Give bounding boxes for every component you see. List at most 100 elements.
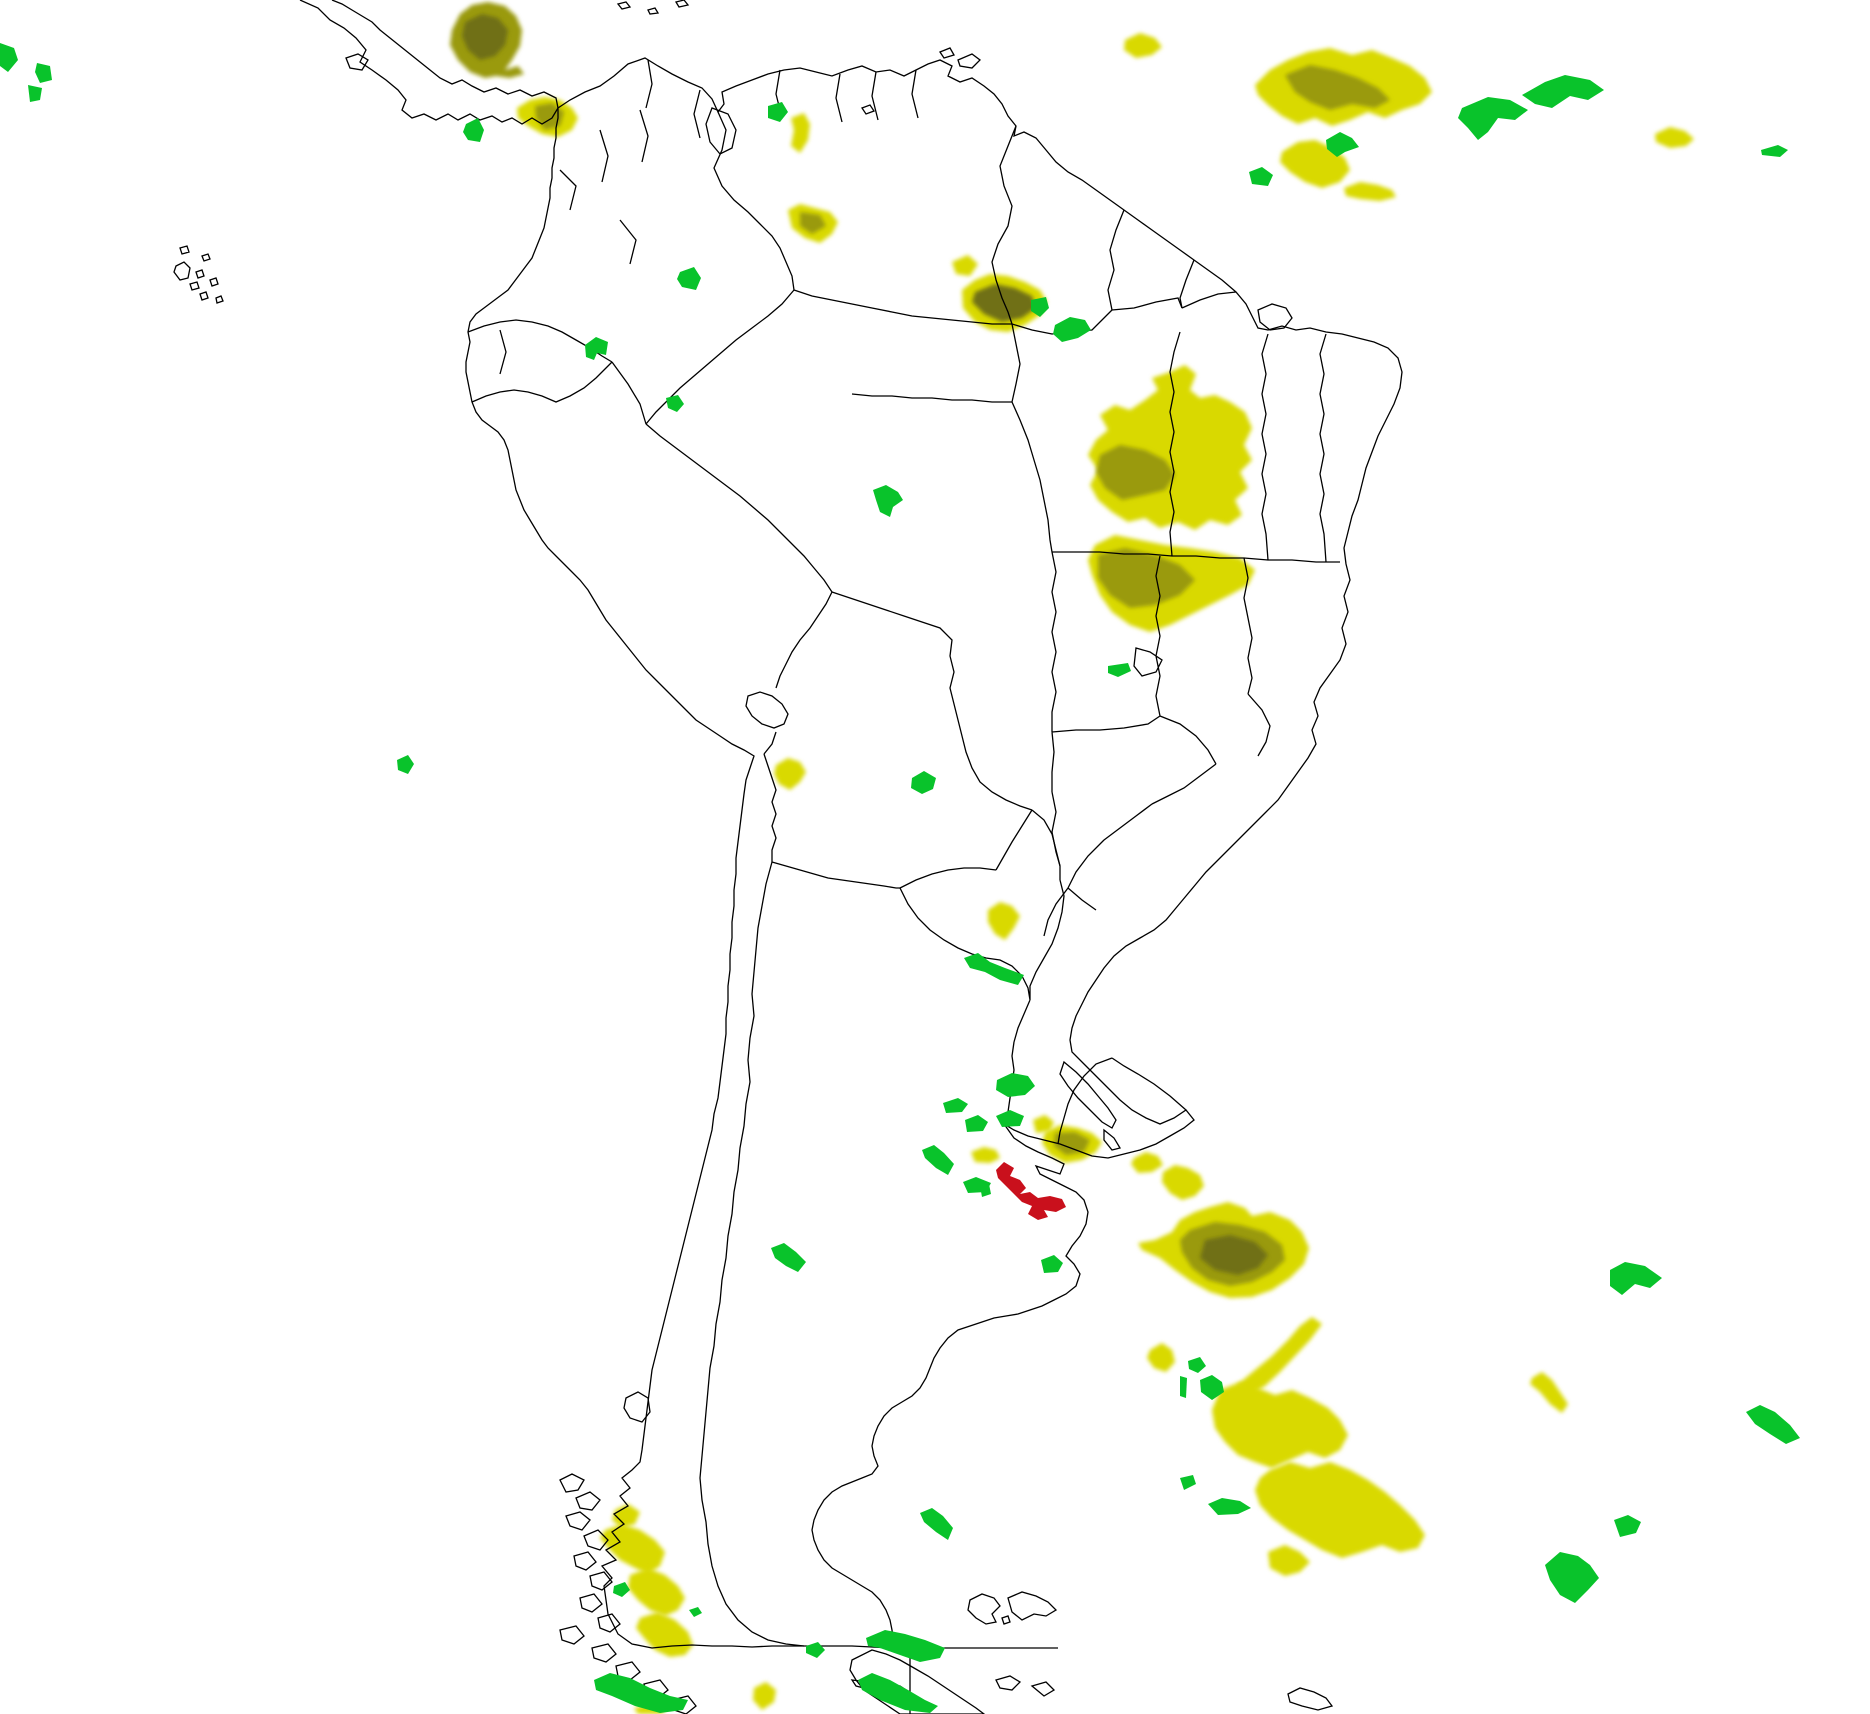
precip-cell-green-pacific-3	[28, 85, 42, 102]
precip-cell-green-colombia-s	[677, 267, 701, 290]
precip-cell-yellow-paraguay	[988, 902, 1020, 940]
outline-border-colombia-venezuela	[713, 111, 795, 291]
precip-cell-green-pampa-2	[943, 1098, 968, 1113]
precip-cell-green-natl-1	[1249, 167, 1273, 186]
outline-island-marajo	[1257, 303, 1293, 331]
outline-lagoa-dos-patos	[1059, 1060, 1117, 1129]
outline-border-ecuador-peru	[471, 361, 613, 403]
outline-lake-maracaibo	[705, 107, 737, 155]
precip-cell-green-natl-2	[1326, 132, 1359, 157]
outline-island-tierra-del-fuego	[849, 1649, 986, 1714]
outline-borders-brazil-states	[851, 323, 1340, 937]
precip-cell-green-schile-2	[689, 1607, 702, 1617]
precip-cell-yellow-natl-4	[1655, 127, 1694, 148]
outline-border-suriname-guiana	[1179, 259, 1195, 309]
precip-cell-green-bolivia	[911, 771, 936, 794]
precip-cell-green-satl-9	[1746, 1405, 1800, 1444]
precip-cell-yellow-small-se	[1147, 1343, 1175, 1372]
outline-coast-south-america	[465, 57, 1403, 1649]
precip-cell-green-patagonia-n	[771, 1243, 806, 1272]
precip-cell-green-natl-3	[1522, 75, 1604, 108]
outline-border-paraguay	[899, 809, 1065, 1043]
precip-cell-green-guyana-2	[1053, 317, 1091, 342]
precip-cell-green-amazon-c	[873, 485, 903, 517]
precip-layer-under	[450, 2, 1694, 1714]
precip-cell-green-peru-coast	[397, 755, 414, 774]
precip-cell-olive-atlantic-core	[1200, 1235, 1268, 1275]
precip-cell-green-guyana-1	[1031, 297, 1049, 317]
precip-cell-yellow-pampa-2	[971, 1147, 1000, 1163]
precip-cell-green-tdf-1	[806, 1642, 825, 1658]
precip-cell-green-satl-7	[1545, 1552, 1599, 1603]
precip-cell-yellow-altiplano	[774, 758, 806, 790]
precip-cell-olive-laplata-core	[1054, 1132, 1090, 1155]
precip-cell-red-bsas	[996, 1162, 1066, 1220]
precip-cell-yellow-satl-tip	[1268, 1545, 1310, 1576]
precip-cell-olive-tachira-core	[800, 212, 826, 234]
precip-cell-green-satl-1	[1188, 1357, 1206, 1373]
outline-coast-central-america	[299, 0, 559, 125]
precip-cell-yellow-satl-main	[1212, 1382, 1348, 1468]
outline-border-bolivia-brazil	[831, 591, 1033, 811]
precip-cell-yellow-schile-1	[612, 1504, 640, 1528]
precip-cell-green-pampa-7	[980, 1184, 991, 1197]
precip-cell-yellow-tdf-1	[753, 1682, 776, 1710]
precip-cell-olive-caribbean-core	[462, 14, 508, 60]
outline-islands-galapagos	[173, 245, 224, 304]
precip-cell-green-patagonia-s	[920, 1508, 953, 1540]
precip-cell-yellow-uruguay-sea	[1162, 1165, 1204, 1200]
outline-island-chiloe	[623, 1391, 651, 1423]
map-outline-layer	[173, 0, 1403, 1714]
outline-borders-colombia-states	[559, 109, 649, 265]
precip-cell-olive-brazil-lower-core	[1098, 548, 1195, 608]
precip-cell-yellow-schile-3	[628, 1568, 685, 1616]
outline-borders-ecuador-states	[499, 329, 507, 375]
precip-cell-green-satl-8	[1610, 1262, 1662, 1295]
precip-cell-green-tdf-2	[866, 1630, 945, 1662]
outline-border-guyana-suriname	[1107, 209, 1125, 311]
precip-cell-olive-natl-core	[1285, 65, 1390, 110]
precip-cell-green-nargentina	[964, 953, 1024, 985]
precip-cell-green-tdf-4	[858, 1673, 938, 1713]
precip-cell-yellow-uruguay-coast	[1131, 1152, 1163, 1173]
outline-borders-venezuela-states	[645, 59, 919, 139]
precip-cell-yellow-schile-2	[600, 1524, 665, 1574]
precip-cell-olive-brazil-upper-core	[1096, 445, 1175, 500]
precip-cell-green-pampa-1	[996, 1073, 1035, 1097]
outline-islands-falkland	[967, 1591, 1058, 1625]
precip-cell-yellow-satl-arm	[1237, 1317, 1322, 1395]
precip-cell-green-bsas-coast	[1041, 1255, 1063, 1273]
precip-cell-green-venezuela-n	[768, 102, 788, 122]
outline-lake-nicaragua	[345, 53, 369, 71]
precip-cell-green-pampa-4	[996, 1110, 1024, 1127]
outline-border-venezuela-guyana	[991, 125, 1017, 325]
precip-cell-green-pampa-5	[922, 1145, 954, 1175]
precip-layer-over	[0, 43, 1800, 1713]
precip-cell-green-tdf-3	[594, 1673, 688, 1713]
outline-border-bolivia-chile-argentina	[763, 753, 900, 889]
precip-cell-green-pampa-3	[965, 1115, 988, 1132]
outline-islands-caribbean	[616, 0, 981, 115]
precip-cell-yellow-venezuela-nw	[791, 113, 810, 153]
outline-border-colombia-peru-brazil	[611, 289, 833, 593]
precip-cell-yellow-guyana-tail	[952, 255, 978, 276]
precip-cell-green-ecuador	[585, 337, 608, 360]
precip-cell-green-panama	[463, 118, 484, 142]
precip-cell-yellow-brazil-upper	[1088, 365, 1252, 530]
precip-cell-green-satl-3	[1180, 1376, 1187, 1398]
precip-cell-green-amazon-w	[666, 395, 684, 412]
precip-cell-yellow-satl-south	[1255, 1462, 1425, 1558]
precip-cell-yellow-schile-4	[636, 1612, 693, 1657]
outline-lagoa-mirim	[1103, 1128, 1122, 1151]
precip-cell-yellow-pampa-1	[1033, 1115, 1054, 1133]
precip-cell-green-satl-4	[1180, 1475, 1196, 1490]
precip-cell-green-satl-5	[1208, 1498, 1251, 1515]
precip-cell-green-matogrosso	[1108, 663, 1131, 677]
precip-cell-green-pacific-2	[35, 63, 52, 83]
precip-cell-green-satl-6	[1614, 1515, 1641, 1537]
outline-border-venezuela-brazil	[793, 289, 1012, 325]
outline-lake-titicaca	[745, 691, 789, 729]
precip-cell-green-satl-2	[1200, 1375, 1224, 1400]
